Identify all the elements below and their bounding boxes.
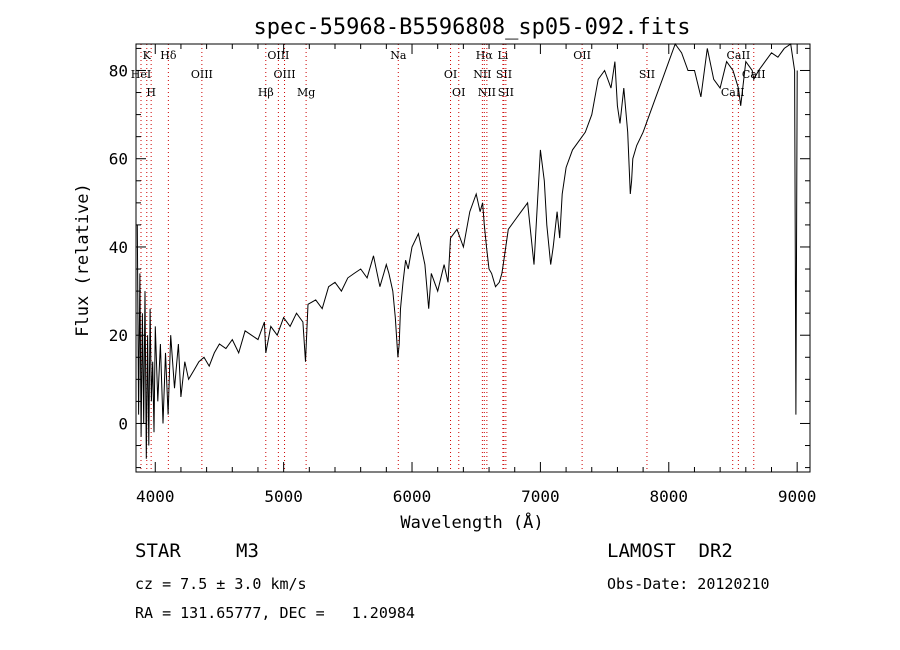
- series-layer: [136, 42, 798, 459]
- x-tick-label: 4000: [136, 487, 175, 506]
- line-marker-label: Hβ: [258, 86, 274, 99]
- x-tick-label: 8000: [650, 487, 689, 506]
- chart-title: spec-55968-B5596808_sp05-092.fits: [253, 15, 690, 40]
- line-marker-label: NII: [478, 86, 496, 99]
- coordinates: RA = 131.65777, DEC = 1.20984: [135, 604, 415, 622]
- plot-frame: [135, 43, 811, 473]
- x-tick-label: 5000: [264, 487, 303, 506]
- line-marker-label: SII: [496, 68, 512, 81]
- y-tick-label: 20: [109, 326, 128, 345]
- line-marker-label: HeI: [131, 68, 151, 81]
- object-class: STAR: [135, 540, 181, 562]
- y-axis-label: Flux (relative): [73, 183, 93, 337]
- observation-date: Obs-Date: 20120210: [607, 575, 770, 593]
- line-marker-label: SII: [639, 68, 655, 81]
- y-tick-label: 80: [109, 61, 128, 80]
- spectrum-line: [136, 42, 798, 459]
- redshift-velocity: cz = 7.5 ± 3.0 km/s: [135, 575, 307, 593]
- line-marker-layer: KHeIHHδOIIIHβOIIIOIIIMgNaOIOIHαNIINIILiS…: [131, 44, 766, 472]
- object-subclass: M3: [236, 540, 259, 562]
- axis-layer: 4000 5000 6000 7000 8000 9000 0 20 40 60 80: [109, 43, 817, 506]
- line-marker-label: OII: [573, 49, 591, 62]
- line-marker-label: K: [143, 49, 152, 62]
- y-tick-label: 60: [109, 150, 128, 169]
- line-marker-label: H: [146, 86, 156, 99]
- line-marker-label: NII: [473, 68, 491, 81]
- y-tick-label: 40: [109, 238, 128, 257]
- line-marker-label: OIII: [267, 49, 289, 62]
- survey-name: LAMOST DR2: [607, 540, 733, 562]
- line-marker-label: CaII: [742, 68, 766, 81]
- line-marker-label: Hα: [476, 49, 494, 62]
- line-marker-label: SII: [498, 86, 514, 99]
- line-marker-label: OIII: [191, 68, 213, 81]
- line-marker-label: Li: [497, 49, 508, 62]
- line-marker-label: OI: [444, 68, 457, 81]
- line-marker-label: Hδ: [160, 49, 177, 62]
- line-marker-label: CaII: [727, 49, 751, 62]
- line-marker-label: CaII: [721, 86, 745, 99]
- line-marker-label: OIII: [274, 68, 296, 81]
- x-tick-label: 7000: [521, 487, 560, 506]
- x-tick-label: 6000: [393, 487, 432, 506]
- y-tick-label: 0: [118, 414, 128, 433]
- x-tick-label: 9000: [778, 487, 817, 506]
- x-axis-label: Wavelength (Å): [400, 511, 543, 533]
- line-marker-label: Mg: [297, 86, 315, 99]
- line-marker-label: Na: [390, 49, 407, 62]
- line-marker-label: OI: [452, 86, 465, 99]
